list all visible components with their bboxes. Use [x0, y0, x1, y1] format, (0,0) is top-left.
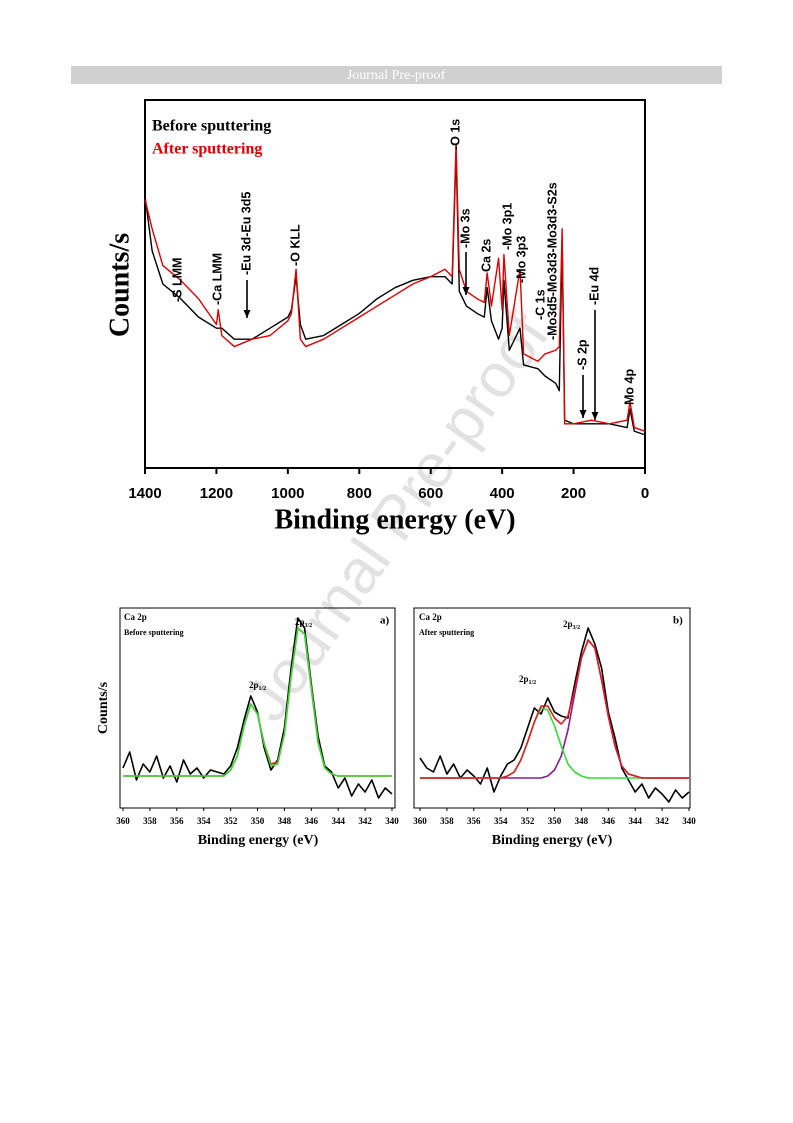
x-tick-label: 344 — [628, 816, 642, 826]
x-tick-label: 352 — [224, 816, 238, 826]
x-tick-label: 200 — [561, 485, 586, 502]
x-axis-label: Binding energy (eV) — [274, 504, 515, 535]
x-tick-label: 0 — [641, 485, 649, 502]
peak-label: 2p1/2 — [519, 674, 536, 686]
header-bar — [71, 66, 722, 84]
x-tick-label: 346 — [305, 816, 319, 826]
y-axis-label: Counts/s — [96, 681, 111, 734]
x-tick-label: 1400 — [128, 485, 161, 502]
legend-entry: After sputtering — [152, 141, 262, 158]
peak-label-sub: 3/2 — [573, 625, 581, 631]
panel-title: Ca 2p — [124, 612, 147, 622]
x-tick-label: 358 — [440, 816, 454, 826]
x-tick-label: 350 — [251, 816, 265, 826]
peak-label: -C 1s — [533, 289, 547, 320]
peak-label: 2p3/2 — [295, 617, 312, 629]
x-tick-label: 600 — [418, 485, 443, 502]
x-tick-label: 400 — [490, 485, 515, 502]
x-tick-label: 348 — [575, 816, 589, 826]
x-tick-label: 352 — [521, 816, 535, 826]
x-tick-label: 340 — [385, 816, 399, 826]
peak-label: -O 1s — [448, 119, 462, 150]
panel-label: a) — [380, 615, 390, 627]
series-line — [144, 143, 646, 432]
plot-frame — [144, 99, 646, 469]
arrow-head — [462, 287, 470, 295]
panel-subtitle: Before sputtering — [124, 628, 184, 637]
x-axis-label: Binding energy (eV) — [198, 833, 319, 848]
peak-label: -Eu 3d-Eu 3d5 — [239, 192, 253, 275]
x-axis-label: Binding energy (eV) — [492, 833, 613, 848]
panel-title: Ca 2p — [419, 612, 442, 622]
peak-label-sub: 1/2 — [529, 680, 537, 686]
series-line — [420, 639, 689, 779]
x-tick-label: 346 — [602, 816, 616, 826]
x-tick-label: 1200 — [200, 485, 233, 502]
peak-label: -Mo 3p1 — [500, 203, 514, 250]
peak-label: Mo 4p — [622, 369, 636, 405]
peak-label-sub: 1/2 — [259, 686, 267, 692]
series-line — [420, 639, 689, 779]
x-tick-label: 800 — [347, 485, 372, 502]
arrow-head — [579, 410, 587, 418]
x-tick-label: 342 — [358, 816, 372, 826]
series-line — [419, 627, 690, 803]
peak-label: 2p1/2 — [249, 680, 266, 692]
peak-label: Ca 2s — [479, 239, 493, 272]
y-axis-label: Counts/s — [104, 233, 135, 337]
peak-label-main: 2p — [519, 674, 529, 684]
peak-label-sub: 3/2 — [305, 623, 313, 629]
peak-label: 2p3/2 — [563, 619, 580, 631]
x-tick-label: 342 — [655, 816, 669, 826]
peak-label: -Ca LMM — [210, 253, 224, 305]
series-line — [123, 627, 392, 777]
x-tick-label: 358 — [143, 816, 157, 826]
x-tick-label: 340 — [682, 816, 696, 826]
x-tick-label: 348 — [278, 816, 292, 826]
peak-label: -S 2p — [575, 339, 589, 370]
x-tick-label: 360 — [413, 816, 427, 826]
x-tick-label: 356 — [170, 816, 184, 826]
peak-label-main: 2p — [295, 617, 305, 627]
x-tick-label: 1000 — [271, 485, 304, 502]
peak-label: -Mo 3s — [458, 208, 472, 248]
peak-label-main: 2p — [563, 619, 573, 629]
arrow-head — [591, 412, 599, 420]
x-tick-label: 354 — [494, 816, 508, 826]
panel-label: b) — [673, 615, 683, 627]
x-tick-label: 344 — [331, 816, 345, 826]
legend-entry: Before sputtering — [152, 118, 271, 135]
peak-label: -Mo 3p3 — [514, 236, 528, 283]
peak-label: -Eu 4d — [587, 267, 601, 305]
x-tick-label: 360 — [116, 816, 130, 826]
peak-label: -S LMM — [170, 258, 184, 302]
peak-label: -Mo3d5-Mo3d3-Mo3d3-S2s — [545, 182, 559, 340]
x-tick-label: 350 — [548, 816, 562, 826]
arrow-head — [243, 310, 251, 318]
panel-subtitle: After sputtering — [419, 628, 474, 637]
x-tick-label: 354 — [197, 816, 211, 826]
peak-label: -O KLL — [288, 224, 302, 266]
x-tick-label: 356 — [467, 816, 481, 826]
series-line — [122, 617, 393, 799]
plot-frame — [413, 607, 691, 809]
peak-label-main: 2p — [249, 680, 259, 690]
header-text: Journal Pre-proof — [347, 68, 446, 83]
